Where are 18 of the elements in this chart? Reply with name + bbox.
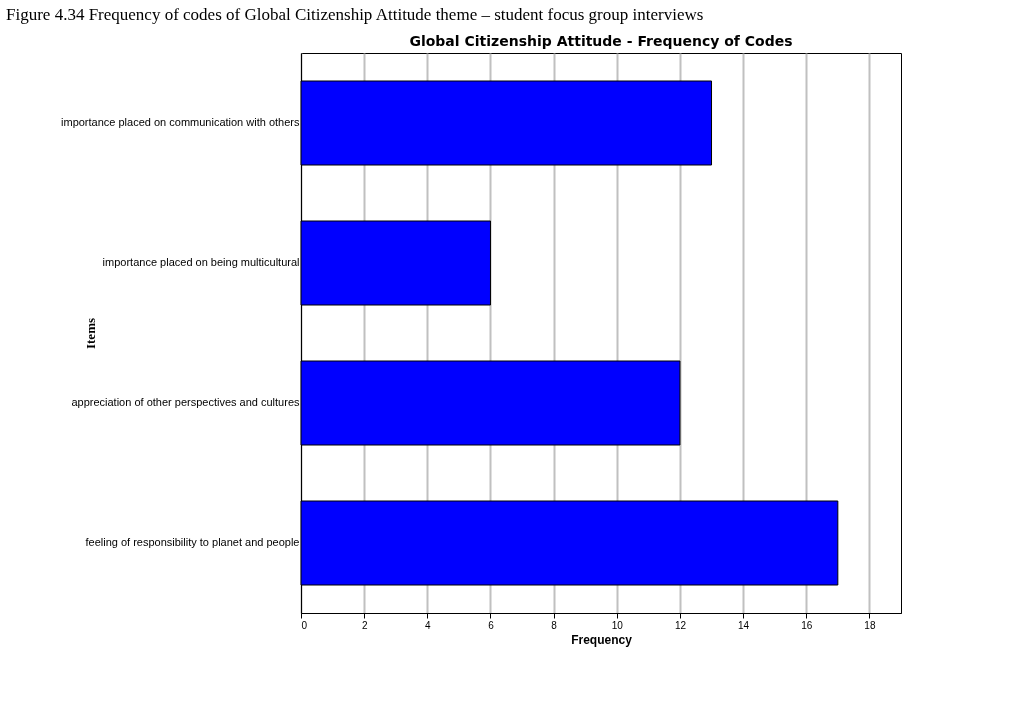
y-tick-label: importance placed on communication with others bbox=[61, 116, 300, 128]
y-tick-label: importance placed on being multicultural bbox=[102, 256, 300, 268]
x-axis-title: Frequency bbox=[571, 632, 633, 647]
caption: Figure 4.34 Frequency of codes of Global Citizenship Attitude theme – student focus group interviews bbox=[6, 5, 704, 24]
x-tick-label: 4 bbox=[425, 619, 432, 631]
x-tick-label: 2 bbox=[361, 619, 368, 631]
y-tick-label: feeling of responsibility to planet and people bbox=[85, 536, 300, 548]
chart-title: Global Citizenship Attitude - Frequency of Codes bbox=[409, 33, 793, 49]
x-tick-label: 8 bbox=[551, 619, 558, 631]
x-tick-label: 0 bbox=[301, 619, 308, 631]
x-tick-label: 12 bbox=[674, 619, 687, 631]
x-tick-label: 18 bbox=[864, 619, 876, 631]
x-tick-label: 14 bbox=[738, 619, 750, 631]
x-tick-label: 6 bbox=[488, 619, 495, 631]
x-tick-label: 16 bbox=[801, 619, 813, 631]
y-tick-label: appreciation of other perspectives and cultures bbox=[71, 396, 300, 408]
y-axis-title: Items bbox=[82, 317, 98, 350]
x-tick-label: 10 bbox=[611, 619, 624, 631]
